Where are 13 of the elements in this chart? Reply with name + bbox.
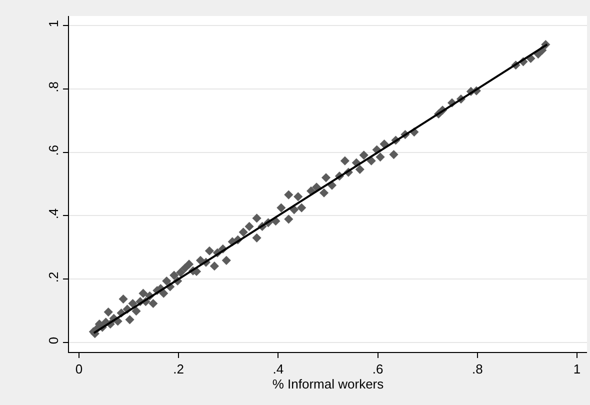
y-tick-label: .2 — [46, 272, 61, 283]
y-tick-label: .6 — [46, 144, 61, 156]
x-tick-label: 1 — [573, 362, 581, 377]
x-tick-label: 0 — [75, 362, 83, 377]
x-tick-label: .6 — [372, 362, 384, 377]
y-tick-label: 1 — [46, 20, 61, 28]
y-tick-label: 0 — [46, 336, 61, 344]
x-tick-label: .8 — [472, 362, 483, 377]
x-tick-label: .4 — [272, 362, 284, 377]
y-tick-label: .4 — [46, 208, 61, 220]
y-tick-label: .8 — [46, 82, 61, 92]
x-axis-title: % Informal workers — [272, 376, 384, 392]
x-tick-label: .2 — [173, 362, 184, 377]
